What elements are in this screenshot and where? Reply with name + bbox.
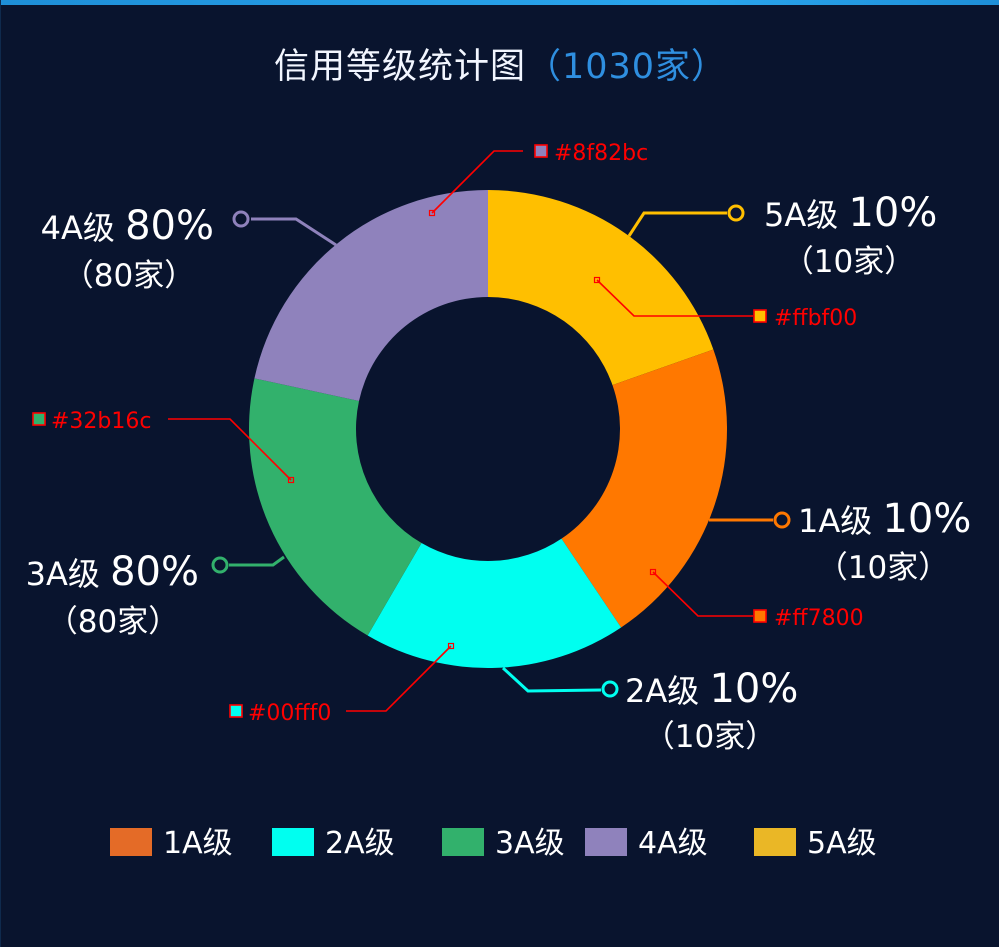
legend-swatch-5a[interactable] bbox=[754, 828, 796, 856]
slice-3a[interactable] bbox=[248, 378, 422, 636]
label-name-1a: 1A级 bbox=[798, 502, 882, 540]
label-percent-3a: 80% bbox=[110, 549, 199, 595]
label-name-3a: 3A级 bbox=[26, 555, 110, 593]
label-count-5a: （10家） bbox=[783, 244, 915, 280]
leader-dot-1a bbox=[773, 511, 791, 529]
label-count-3a: （80家） bbox=[47, 604, 179, 640]
annotation-line-5a bbox=[596, 279, 753, 317]
legend-swatch-3a[interactable] bbox=[442, 828, 484, 856]
annotation-text-5a: #ffbf00 bbox=[774, 306, 857, 331]
label-2a: 2A级 10% bbox=[625, 666, 798, 712]
annotation-dot-4a bbox=[428, 209, 436, 217]
annotation-text-1a: #ff7800 bbox=[774, 606, 864, 631]
annotation-line-3a bbox=[168, 418, 292, 481]
annotation-dot-2a bbox=[447, 642, 455, 650]
label-4a: 4A级 80% bbox=[41, 203, 214, 249]
slice-1a[interactable] bbox=[561, 349, 727, 628]
annotation-dot-3a bbox=[287, 476, 295, 484]
label-name-2a: 2A级 bbox=[625, 672, 709, 710]
chart-title: 信用等级统计图（1030家） bbox=[1, 38, 999, 89]
slice-4a[interactable] bbox=[254, 190, 488, 402]
legend-label-5a[interactable]: 5A级 bbox=[807, 826, 877, 861]
label-5a: 5A级 10% bbox=[764, 190, 937, 236]
legend-label-4a[interactable]: 4A级 bbox=[638, 826, 708, 861]
legend-label-2a[interactable]: 2A级 bbox=[325, 826, 395, 861]
leader-line-4a bbox=[251, 217, 337, 247]
annotation-swatch-4a bbox=[534, 144, 548, 158]
annotation-swatch-3a bbox=[32, 412, 46, 426]
leader-line-3a bbox=[229, 555, 285, 567]
leader-dot-2a bbox=[601, 680, 619, 698]
annotation-line-1a bbox=[652, 571, 753, 617]
annotation-swatch-5a bbox=[753, 309, 767, 323]
annotation-text-2a: #00fff0 bbox=[248, 701, 331, 726]
slice-2a[interactable] bbox=[367, 538, 622, 668]
leader-line-5a bbox=[627, 211, 727, 237]
label-count-4a: （80家） bbox=[63, 258, 195, 294]
annotation-text-4a: #8f82bc bbox=[554, 141, 648, 166]
legend-label-3a[interactable]: 3A级 bbox=[495, 826, 565, 861]
label-percent-2a: 10% bbox=[709, 666, 798, 712]
annotation-dot-1a bbox=[649, 568, 657, 576]
label-name-4a: 4A级 bbox=[41, 209, 125, 247]
label-percent-1a: 10% bbox=[882, 496, 971, 542]
label-percent-4a: 80% bbox=[125, 203, 214, 249]
annotation-line-2a bbox=[346, 645, 452, 712]
leader-dot-5a bbox=[727, 204, 745, 222]
annotation-swatch-1a bbox=[753, 609, 767, 623]
leader-dot-4a bbox=[232, 210, 250, 228]
annotation-line-4a bbox=[431, 150, 523, 214]
legend-swatch-2a[interactable] bbox=[272, 828, 314, 856]
label-name-5a: 5A级 bbox=[764, 196, 848, 234]
label-1a: 1A级 10% bbox=[798, 496, 971, 542]
leader-dot-3a bbox=[211, 556, 229, 574]
label-percent-5a: 10% bbox=[848, 190, 937, 236]
legend-swatch-4a[interactable] bbox=[585, 828, 627, 856]
label-count-1a: （10家） bbox=[817, 550, 949, 586]
chart-title-text: 信用等级统计图 bbox=[273, 47, 526, 87]
panel-top-border bbox=[1, 0, 999, 5]
label-count-2a: （10家） bbox=[644, 719, 776, 755]
chart-total-count: （1030家） bbox=[525, 47, 728, 87]
annotation-text-3a: #32b16c bbox=[51, 409, 151, 434]
slice-5a[interactable] bbox=[488, 190, 714, 386]
annotation-dot-5a bbox=[593, 276, 601, 284]
legend-swatch-1a[interactable] bbox=[110, 828, 152, 856]
leader-line-2a bbox=[501, 666, 602, 693]
annotation-swatch-2a bbox=[229, 704, 243, 718]
legend-label-1a[interactable]: 1A级 bbox=[163, 826, 233, 861]
label-3a: 3A级 80% bbox=[26, 549, 199, 595]
